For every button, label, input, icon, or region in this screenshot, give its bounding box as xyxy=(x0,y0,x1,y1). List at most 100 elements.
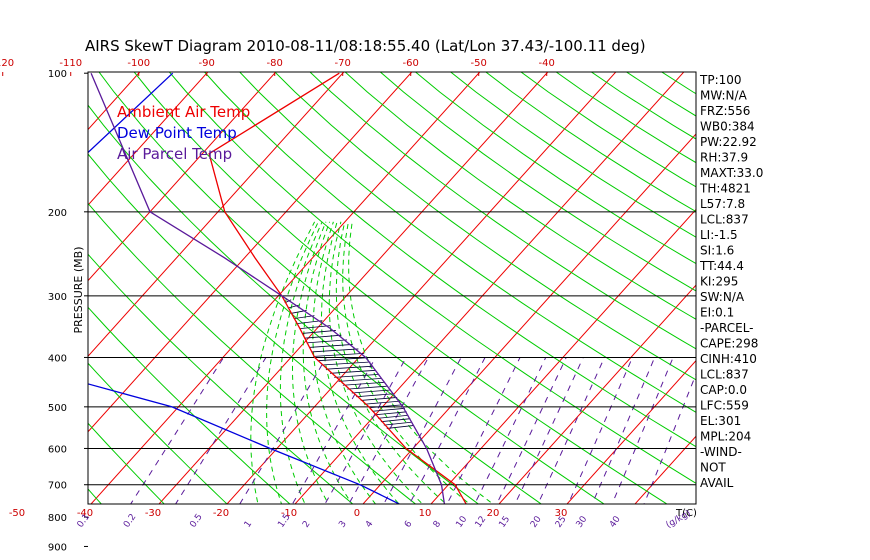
top-temp-tick-label: -90 xyxy=(199,58,215,69)
dry-adiabat-line xyxy=(88,153,480,504)
background-grid xyxy=(0,52,870,560)
cape-hatch-line xyxy=(308,344,353,348)
top-temp-tick-label: -110 xyxy=(59,58,82,69)
dry-adiabat-line xyxy=(98,72,605,504)
top-temp-tick-label: -60 xyxy=(403,58,419,69)
stats-item: LI:-1.5 xyxy=(700,228,738,242)
moist-adiabat-line xyxy=(302,221,353,504)
cape-hatch-line xyxy=(325,365,374,370)
dry-adiabat-line xyxy=(449,72,696,238)
stats-item: AVAIL xyxy=(700,476,734,490)
isotherm-line xyxy=(88,72,345,357)
bottom-temp-tick-label: -40 xyxy=(77,508,93,519)
legend-item: Ambient Air Temp xyxy=(117,103,250,121)
cape-hatch-line xyxy=(334,373,379,378)
dry-adiabat-line xyxy=(133,72,668,504)
cape-hatch-line xyxy=(356,393,395,398)
mixing-ratio-line xyxy=(446,357,521,504)
bottom-temp-tick-label: 0 xyxy=(354,508,360,519)
dry-adiabat-line xyxy=(88,422,165,504)
pressure-tick-label: 600 xyxy=(48,444,67,455)
dry-adiabat-line xyxy=(88,306,291,504)
stats-item: CAP:0.0 xyxy=(700,383,747,397)
pressure-tick-label: 800 xyxy=(48,513,67,524)
bottom-temp-tick-label: -30 xyxy=(145,508,161,519)
stats-item: MPL:204 xyxy=(700,430,751,444)
cape-hatch-line xyxy=(372,407,405,412)
mixing-ratio-line xyxy=(567,357,633,504)
stats-item: WB0:384 xyxy=(700,120,755,134)
mixing-ratio-line xyxy=(474,357,547,504)
cape-hatch-line xyxy=(311,348,359,353)
pressure-tick-label: 400 xyxy=(48,353,67,364)
mixing-ratio-line xyxy=(643,372,696,504)
bottom-temp-tick-label: -20 xyxy=(213,508,229,519)
stats-item: RH:37.9 xyxy=(700,151,748,165)
isotherm-line xyxy=(88,72,209,206)
cape-hatch-line xyxy=(317,357,368,362)
isotherm-line xyxy=(765,52,870,560)
top-temp-tick-label: -120 xyxy=(0,58,14,69)
dry-adiabat-line xyxy=(379,72,696,292)
chart-title: AIRS SkewT Diagram 2010-08-11/08:18:55.4… xyxy=(85,37,646,55)
bottom-temp-tick-label: -10 xyxy=(281,508,297,519)
dry-adiabat-line xyxy=(768,53,870,560)
cape-hatch-line xyxy=(386,425,415,429)
mixing-ratio-tick-label: 0.2 xyxy=(122,512,138,529)
mixing-ratio-tick-label: 30 xyxy=(575,514,590,529)
cape-hatch-line xyxy=(347,385,388,390)
dry-adiabat-line xyxy=(168,72,696,484)
stats-item: KI:295 xyxy=(700,275,738,289)
stats-item: TT:44.4 xyxy=(699,259,744,273)
cape-hatch-line xyxy=(329,369,376,374)
moist-adiabat-line xyxy=(266,221,319,504)
dry-adiabat-line xyxy=(88,253,354,504)
cape-hatch-line xyxy=(321,361,371,366)
cape-hatch-line xyxy=(301,330,336,334)
stats-item: SI:1.6 xyxy=(700,244,734,258)
stats-item: LFC:559 xyxy=(700,399,749,413)
isotherm-line xyxy=(88,72,277,282)
mixing-ratio-line xyxy=(496,357,567,504)
legend: Ambient Air Temp Dew Point Temp Air Parcel… xyxy=(117,103,250,163)
pressure-tick-label: 300 xyxy=(48,292,67,303)
stats-item: MAXT:33.0 xyxy=(700,166,763,180)
top-temp-tick-label: -50 xyxy=(471,58,487,69)
stats-item: L57:7.8 xyxy=(700,197,745,211)
stats-item: LCL:837 xyxy=(700,213,749,227)
mixing-ratio-tick-label: 8 xyxy=(432,519,444,530)
pressure-tick-label: 900 xyxy=(48,542,67,553)
stats-item: CAPE:298 xyxy=(700,337,758,351)
y-axis-label: PRESSURE (MB) xyxy=(72,247,85,334)
cape-hatch-line xyxy=(304,334,342,339)
bottom-temp-tick-label: 10 xyxy=(419,508,432,519)
dry-adiabat-line xyxy=(274,72,696,381)
cape-hatch-line xyxy=(338,377,382,382)
mixing-ratio-line xyxy=(591,357,656,504)
mixing-ratio-line xyxy=(175,357,267,504)
mixing-ratio-line xyxy=(239,357,327,504)
bottom-axis-unit-label: T(C) xyxy=(675,508,697,519)
moist-adiabat-line xyxy=(348,221,494,504)
isotherm-line xyxy=(90,72,481,504)
isotherm-line xyxy=(88,72,413,433)
mixing-ratio-line xyxy=(611,357,674,504)
dry-adiabat-line xyxy=(485,72,696,213)
mixing-ratio-tick-label: 3 xyxy=(337,519,348,529)
dry-adiabat-line xyxy=(836,53,870,560)
mixing-ratio-line xyxy=(130,357,225,504)
moist-adiabat-line xyxy=(250,221,316,504)
pressure-tick-label: 500 xyxy=(48,403,67,414)
mixing-ratio-tick-label: 40 xyxy=(608,514,623,529)
pressure-tick-label: 700 xyxy=(48,481,67,492)
dry-adiabat-line xyxy=(239,72,696,413)
dry-adiabat-line xyxy=(344,72,696,320)
moist-adiabat-line xyxy=(320,221,400,504)
pressure-tick-label: 200 xyxy=(48,208,67,219)
cape-hatch-line xyxy=(369,404,404,409)
cape-hatch-line xyxy=(375,411,407,416)
cape-hatch-line xyxy=(377,414,409,419)
isotherm-line xyxy=(0,52,21,560)
